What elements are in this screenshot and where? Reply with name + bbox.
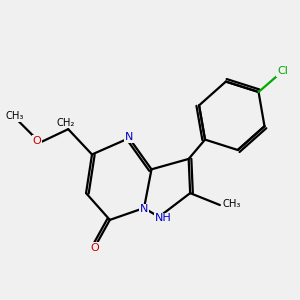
Text: CH₂: CH₂	[56, 118, 74, 128]
Text: CH₃: CH₃	[222, 199, 240, 208]
Text: O: O	[91, 243, 99, 253]
Text: NH: NH	[155, 213, 172, 224]
Text: N: N	[140, 205, 148, 214]
Text: Cl: Cl	[277, 66, 288, 76]
Text: O: O	[33, 136, 41, 146]
Text: N: N	[125, 132, 134, 142]
Text: CH₃: CH₃	[5, 111, 24, 121]
